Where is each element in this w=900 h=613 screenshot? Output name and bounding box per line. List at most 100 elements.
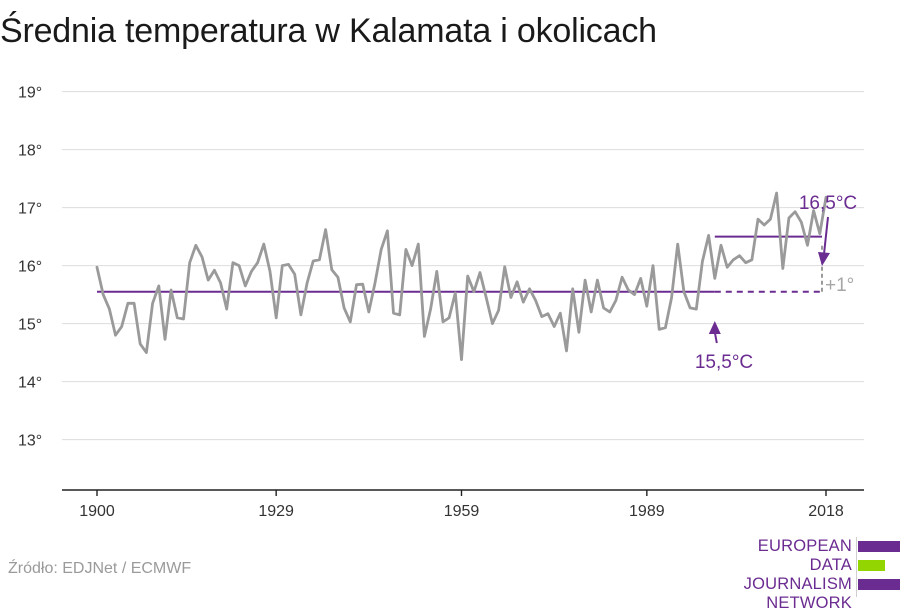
data-point-1946 xyxy=(380,248,383,251)
data-point-1911 xyxy=(164,338,166,341)
data-point-1981 xyxy=(596,279,599,281)
logo-line-1: EUROPEAN xyxy=(757,537,852,555)
data-point-1928 xyxy=(269,270,271,273)
data-point-1953 xyxy=(423,335,426,338)
data-point-1919 xyxy=(213,269,216,272)
data-point-1927 xyxy=(262,243,265,246)
data-point-1933 xyxy=(300,314,302,316)
data-point-1924 xyxy=(244,285,247,287)
data-point-1940 xyxy=(343,307,345,309)
logo-text: EUROPEAN DATA JOURNALISM NETWORK xyxy=(700,537,852,613)
edjnet-logo: EUROPEAN DATA JOURNALISM NETWORK xyxy=(700,537,900,612)
page-title: Średnia temperatura w Kalamata i okolica… xyxy=(0,12,657,50)
data-point-1904 xyxy=(120,325,123,328)
data-point-2001 xyxy=(720,244,722,247)
data-point-1957 xyxy=(448,316,450,319)
data-point-1990 xyxy=(652,264,654,267)
logo-line-3: NETWORK xyxy=(766,594,852,612)
data-point-1951 xyxy=(411,264,413,267)
data-point-1989 xyxy=(645,305,648,308)
data-points xyxy=(96,192,827,361)
data-point-1976 xyxy=(565,350,568,352)
data-point-1930 xyxy=(281,264,284,267)
x-tick-label: 1959 xyxy=(444,503,480,520)
data-point-1902 xyxy=(108,308,111,310)
data-point-2016 xyxy=(812,209,815,212)
data-point-2015 xyxy=(806,244,809,247)
data-point-1970 xyxy=(528,287,531,290)
data-point-1984 xyxy=(615,299,617,302)
y-tick-label: 18° xyxy=(18,143,42,160)
data-point-1973 xyxy=(547,312,549,315)
data-point-2012 xyxy=(788,217,790,219)
data-point-1985 xyxy=(621,276,623,279)
data-point-1992 xyxy=(664,326,667,329)
data-point-1941 xyxy=(349,321,352,323)
data-point-1948 xyxy=(392,312,395,315)
data-point-1967 xyxy=(510,296,512,299)
data-point-1996 xyxy=(689,307,691,309)
data-point-1917 xyxy=(201,256,203,258)
data-point-2018 xyxy=(825,196,827,199)
data-point-1945 xyxy=(374,282,376,284)
data-point-1905 xyxy=(127,302,129,305)
data-point-1931 xyxy=(287,263,290,266)
data-point-1988 xyxy=(639,277,642,280)
recent-mean-label: 16,5°C xyxy=(799,193,857,214)
data-point-2000 xyxy=(713,277,716,280)
baseline-mean-arrow-head xyxy=(708,321,721,334)
data-point-1961 xyxy=(473,290,475,293)
data-point-2009 xyxy=(769,218,772,221)
data-point-1947 xyxy=(386,229,389,232)
y-tick-label: 15° xyxy=(18,317,42,334)
data-point-1949 xyxy=(398,314,401,316)
data-point-1980 xyxy=(590,311,593,313)
data-point-1974 xyxy=(553,325,556,328)
data-point-1942 xyxy=(355,283,358,286)
data-point-1921 xyxy=(225,308,228,310)
data-point-1944 xyxy=(367,311,370,313)
data-point-1991 xyxy=(658,328,661,331)
data-point-2004 xyxy=(738,254,741,257)
data-point-1901 xyxy=(102,293,105,296)
data-point-1906 xyxy=(133,302,136,305)
data-point-1965 xyxy=(497,309,500,312)
data-point-1910 xyxy=(157,285,160,287)
baseline-mean-label: 15,5°C xyxy=(695,352,753,373)
data-point-1979 xyxy=(584,279,586,281)
data-point-1987 xyxy=(633,293,636,296)
data-point-1969 xyxy=(522,301,525,303)
data-point-1998 xyxy=(701,260,704,263)
data-point-2017 xyxy=(818,232,821,235)
data-point-1936 xyxy=(318,258,321,261)
data-point-1918 xyxy=(207,279,210,281)
logo-line-2: DATA JOURNALISM xyxy=(743,556,852,593)
y-tick-label: 13° xyxy=(18,433,42,450)
data-point-1997 xyxy=(695,308,698,310)
data-point-2002 xyxy=(726,266,729,269)
data-point-1938 xyxy=(330,268,333,271)
data-point-1935 xyxy=(312,260,315,262)
data-point-1925 xyxy=(250,270,253,273)
data-point-1993 xyxy=(670,296,673,299)
data-point-1934 xyxy=(306,282,308,284)
x-tick-labels: 1900 1929 1959 1989 2018 xyxy=(79,490,844,520)
data-point-1900 xyxy=(96,266,98,269)
data-point-2005 xyxy=(744,261,747,264)
data-point-2013 xyxy=(794,210,796,213)
y-tick-labels: 13° 14° 15° 16° 17° 18° 19° xyxy=(18,85,42,450)
data-point-1939 xyxy=(337,276,339,279)
data-point-1955 xyxy=(435,270,438,273)
data-point-1912 xyxy=(170,289,173,291)
data-point-2007 xyxy=(757,218,759,221)
data-point-2014 xyxy=(800,221,803,224)
data-point-1958 xyxy=(454,292,457,294)
data-point-1932 xyxy=(293,273,296,276)
grid-lines xyxy=(62,91,864,441)
x-tick-label: 1929 xyxy=(258,503,294,520)
data-point-1923 xyxy=(238,264,241,267)
logo-bar-bottom xyxy=(858,579,900,590)
logo-bar-top xyxy=(858,541,900,552)
y-tick-label: 14° xyxy=(18,375,42,392)
data-point-1962 xyxy=(479,271,481,274)
